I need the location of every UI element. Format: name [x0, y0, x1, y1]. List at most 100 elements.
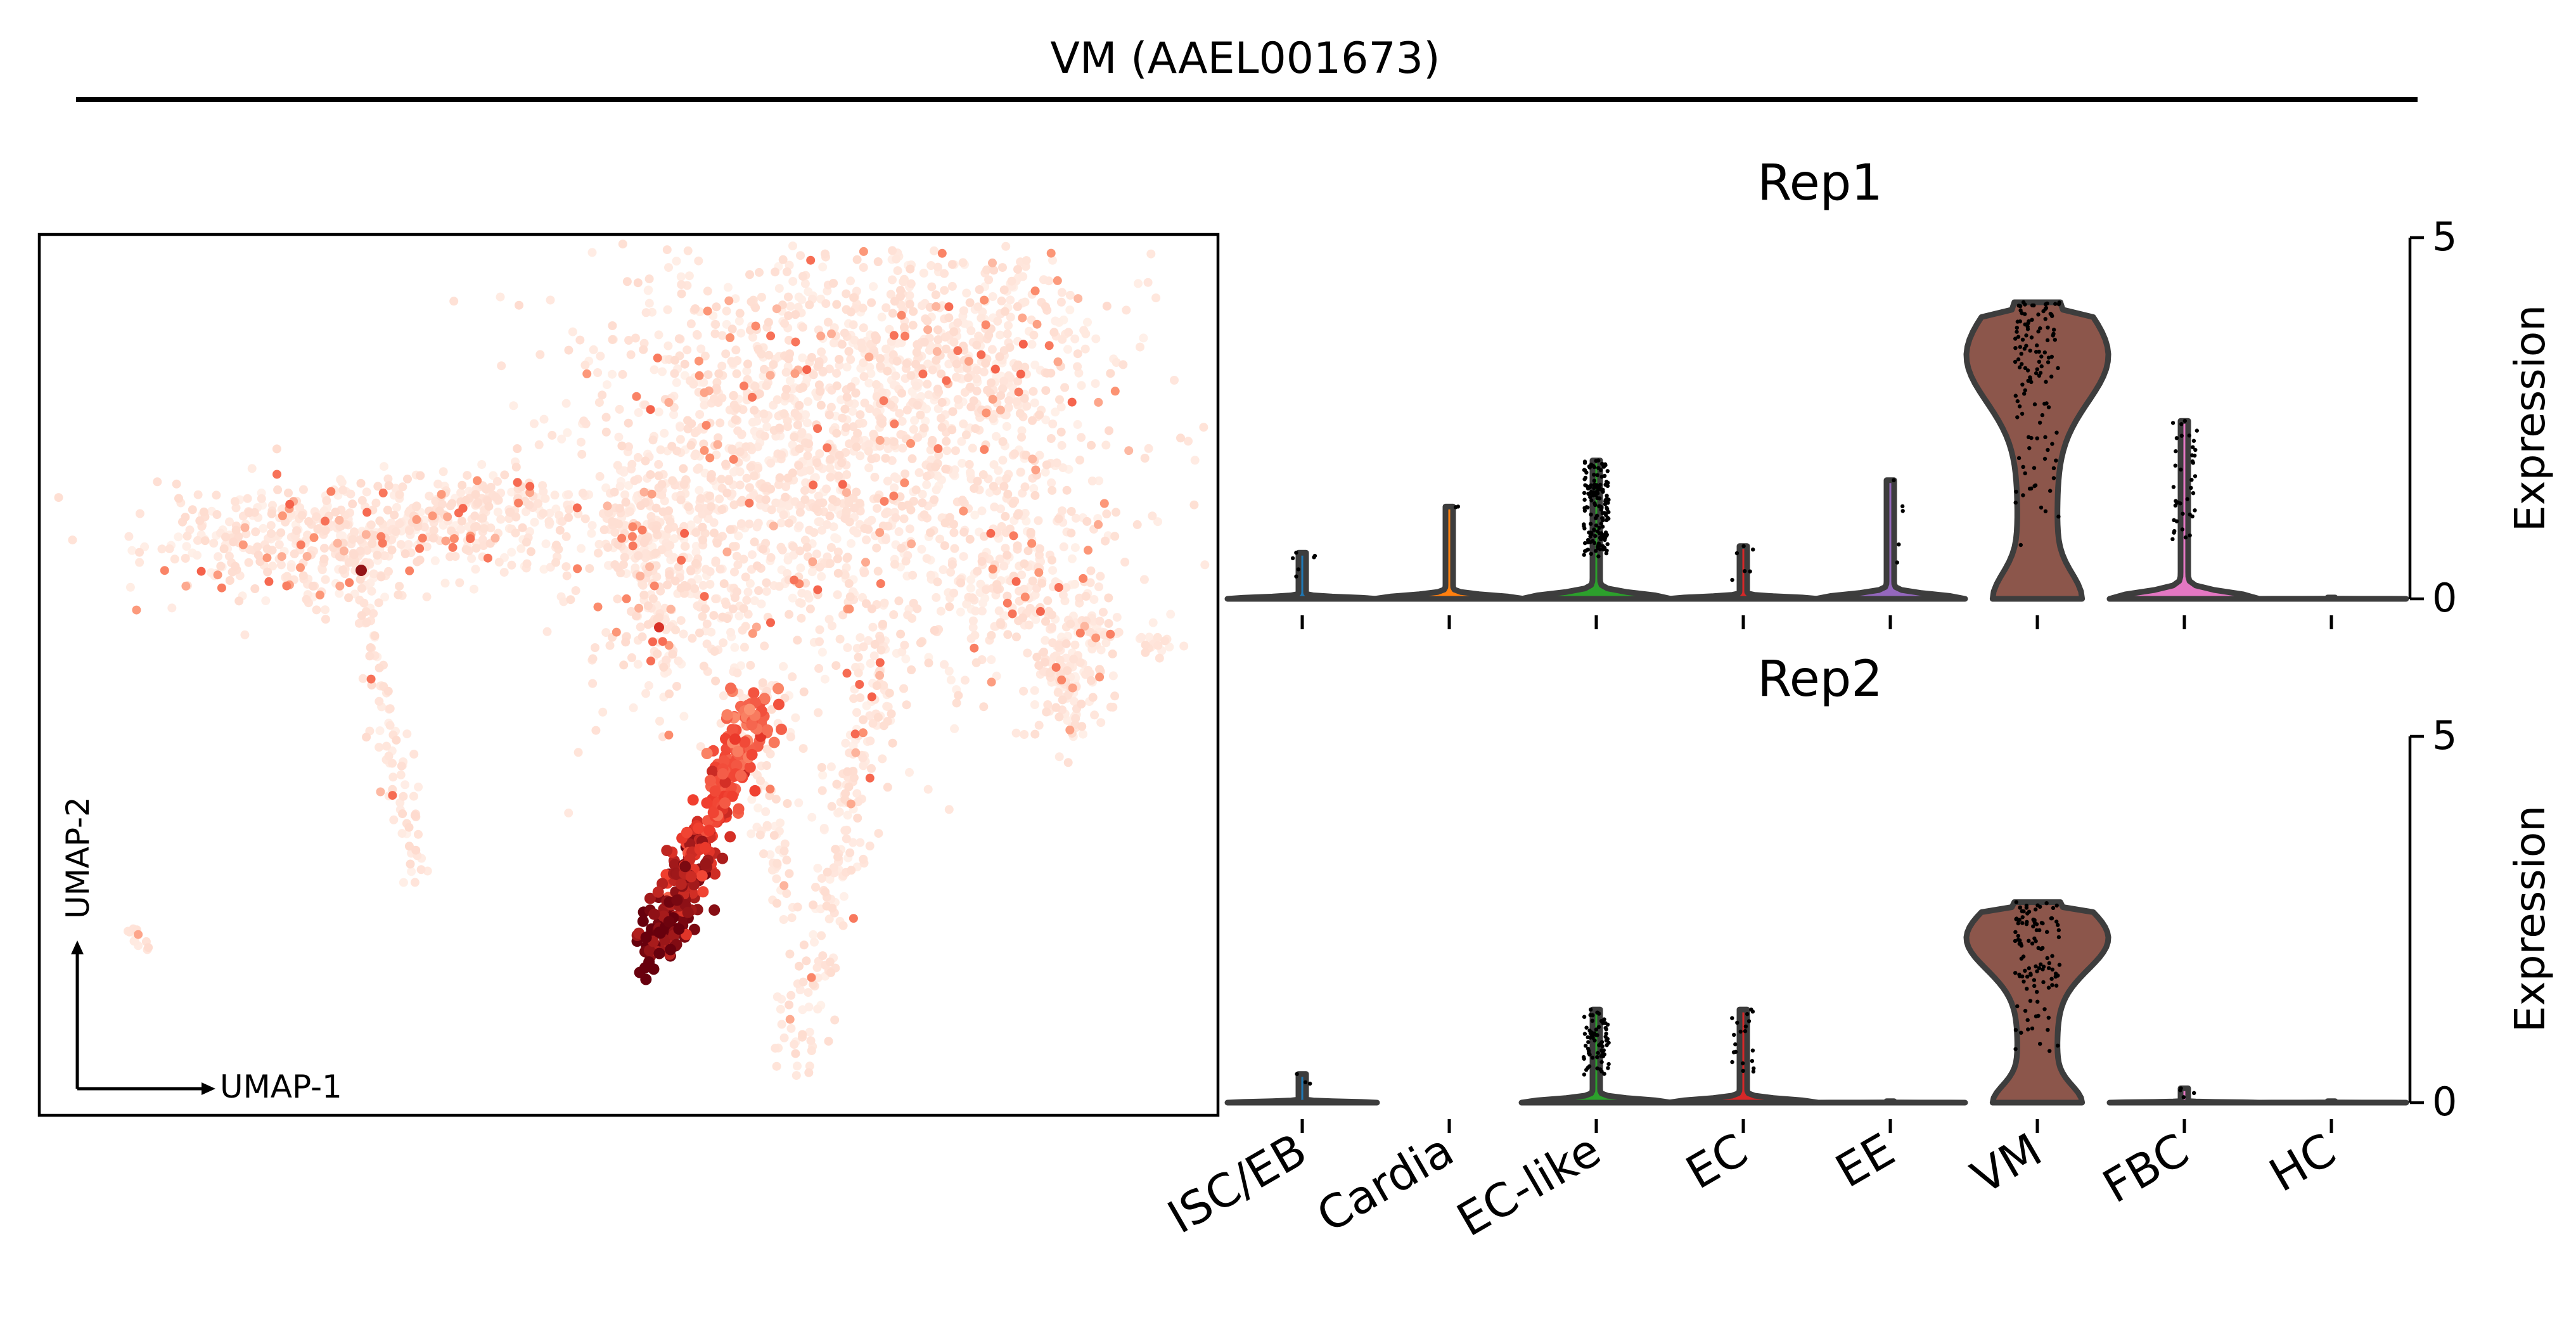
- umap-point: [796, 251, 805, 260]
- umap-point: [1070, 696, 1079, 706]
- umap-point: [942, 437, 951, 446]
- umap-point: [389, 815, 399, 824]
- umap-point: [997, 296, 1006, 305]
- umap-point: [618, 369, 627, 379]
- umap-point: [926, 570, 935, 580]
- umap-point: [135, 558, 144, 567]
- umap-point: [752, 622, 761, 632]
- umap-point: [972, 366, 982, 375]
- umap-point: [807, 812, 817, 822]
- umap-point: [670, 576, 680, 586]
- violin-point: [2022, 909, 2026, 914]
- umap-point: [785, 376, 795, 385]
- violin-point: [2189, 478, 2194, 482]
- umap-point: [752, 561, 762, 570]
- umap-point: [878, 419, 887, 428]
- umap-point: [312, 512, 321, 522]
- umap-point: [657, 480, 667, 489]
- umap-point: [949, 588, 959, 598]
- umap-point: [650, 365, 659, 375]
- umap-point-high: [719, 797, 731, 809]
- umap-point: [1047, 478, 1056, 487]
- umap-point-high: [701, 748, 713, 759]
- umap-point: [507, 548, 516, 557]
- umap-point: [902, 406, 912, 414]
- violin-point: [1296, 567, 1301, 572]
- umap-point: [302, 594, 311, 604]
- umap-point: [829, 522, 838, 532]
- umap-point: [1041, 617, 1050, 626]
- umap-point: [664, 263, 673, 272]
- umap-point: [1069, 655, 1079, 664]
- umap-point: [932, 485, 941, 494]
- umap-point: [1073, 349, 1082, 359]
- umap-point: [815, 625, 824, 634]
- umap-point-high: [653, 947, 665, 959]
- violin-point: [1592, 472, 1596, 477]
- umap-point: [1053, 688, 1063, 697]
- umap-point: [786, 1023, 796, 1033]
- umap-point: [851, 748, 861, 757]
- violin-point: [1600, 461, 1605, 466]
- umap-point: [755, 389, 764, 399]
- violin-point: [1590, 1055, 1595, 1060]
- umap-point: [1118, 360, 1128, 369]
- umap-point: [1079, 573, 1088, 583]
- umap-point-high: [679, 861, 691, 873]
- violin-point: [2043, 302, 2048, 307]
- umap-point: [1019, 686, 1028, 696]
- umap-point: [771, 267, 780, 277]
- umap-panel: UMAP-1 UMAP-2: [37, 233, 1220, 1117]
- umap-point: [278, 511, 287, 520]
- umap-point: [717, 361, 727, 371]
- umap-point: [482, 484, 490, 494]
- umap-point: [722, 306, 731, 316]
- umap-point: [797, 613, 806, 623]
- umap-point: [1139, 333, 1148, 343]
- umap-point: [339, 546, 349, 556]
- umap-point: [859, 728, 868, 738]
- violin-point: [1900, 504, 1905, 509]
- violin-point: [1588, 1031, 1593, 1035]
- umap-point: [750, 471, 759, 480]
- umap-point: [407, 867, 416, 876]
- umap-point: [806, 255, 816, 265]
- rep1-title: Rep1: [1757, 155, 1883, 212]
- umap-point: [807, 973, 816, 982]
- umap-point: [1108, 671, 1118, 681]
- umap-point: [753, 344, 763, 354]
- umap-point: [665, 689, 674, 698]
- umap-point: [1014, 387, 1023, 397]
- umap-point: [921, 416, 930, 426]
- umap-point: [980, 295, 989, 305]
- violin-point: [2032, 303, 2036, 308]
- umap-point: [167, 603, 177, 613]
- umap-point: [1047, 610, 1056, 620]
- umap-point: [888, 309, 897, 318]
- umap-point: [384, 567, 393, 576]
- umap-point: [1095, 665, 1105, 674]
- umap-point: [839, 892, 849, 901]
- umap-point: [873, 712, 883, 722]
- umap-point: [1005, 343, 1015, 352]
- umap-point: [878, 620, 887, 629]
- umap-point: [1040, 658, 1049, 667]
- umap-point: [644, 298, 654, 308]
- umap-point: [1094, 397, 1103, 407]
- umap-point: [686, 319, 696, 328]
- umap-point: [784, 354, 793, 364]
- umap-point: [395, 582, 404, 591]
- umap-point: [760, 641, 769, 651]
- umap-point: [779, 510, 788, 520]
- umap-point: [747, 829, 756, 838]
- umap-point: [1179, 641, 1189, 651]
- umap-point: [937, 398, 947, 407]
- violin-point: [1752, 1066, 1756, 1071]
- umap-point: [866, 736, 875, 746]
- umap-point: [846, 355, 855, 364]
- umap-point: [313, 524, 323, 534]
- umap-point: [1104, 593, 1113, 603]
- umap-point: [1108, 702, 1118, 712]
- umap-point: [930, 495, 939, 504]
